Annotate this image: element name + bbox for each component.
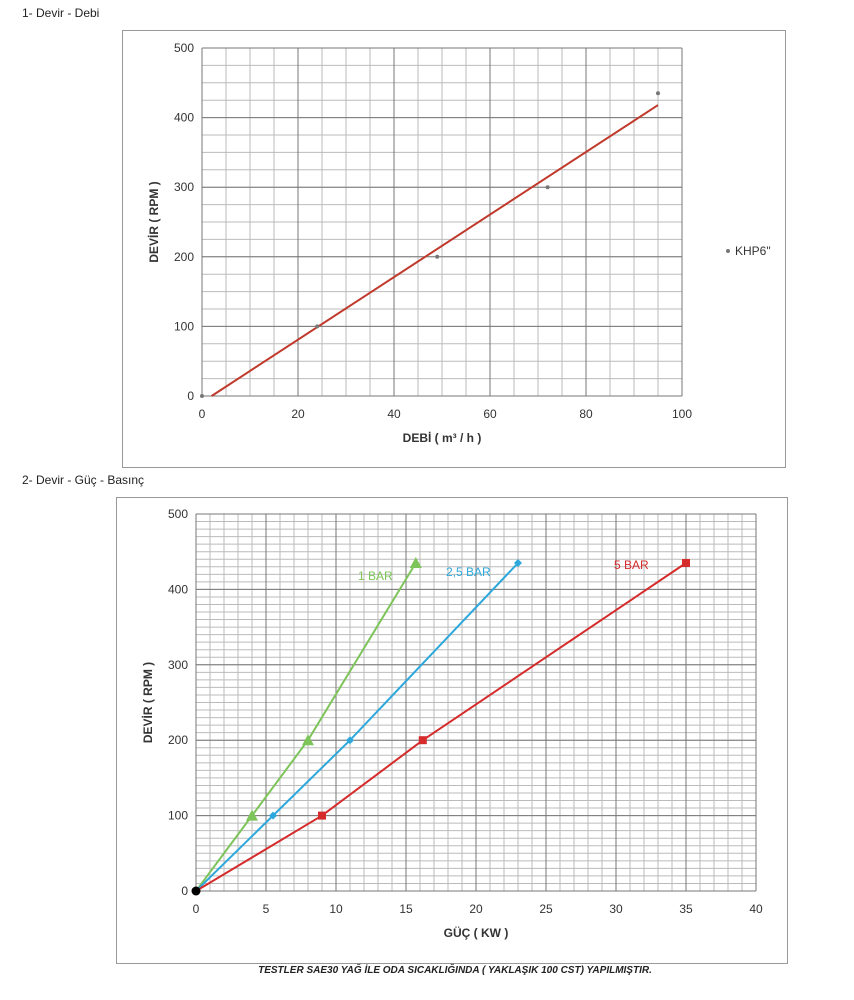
origin-point	[191, 886, 201, 896]
x-tick-label: 35	[679, 902, 693, 916]
x-tick-label: 60	[483, 407, 497, 421]
x-tick-label: 80	[579, 407, 593, 421]
data-point-square	[318, 811, 326, 820]
y-tick-label: 400	[174, 111, 194, 125]
series-label: 2,5 BAR	[446, 565, 491, 579]
y-tick-label: 500	[168, 507, 188, 521]
trendline	[211, 104, 659, 397]
series-line	[195, 562, 687, 892]
x-tick-label: 100	[672, 407, 692, 421]
y-tick-label: 100	[168, 809, 188, 823]
series-line	[195, 562, 417, 892]
y-tick-label: 0	[187, 389, 194, 403]
x-tick-label: 10	[329, 902, 343, 916]
data-point-triangle	[246, 809, 258, 821]
y-tick-label: 200	[174, 250, 194, 264]
data-point	[315, 324, 320, 329]
y-tick-label: 300	[174, 180, 194, 194]
data-point-square	[682, 559, 690, 568]
y-tick-label: 400	[168, 582, 188, 596]
chart1-frame	[122, 30, 786, 468]
x-tick-label: 25	[539, 902, 553, 916]
x-axis-label: GÜÇ ( KW )	[444, 925, 509, 940]
y-tick-label: 0	[181, 884, 188, 898]
x-tick-label: 5	[263, 902, 270, 916]
legend-marker	[726, 249, 730, 253]
x-tick-label: 30	[609, 902, 623, 916]
y-tick-label: 300	[168, 658, 188, 672]
data-point-triangle	[409, 557, 422, 569]
x-tick-label: 0	[193, 902, 200, 916]
x-tick-label: 15	[399, 902, 413, 916]
data-point-square	[418, 736, 427, 745]
series-label: 1 BAR	[358, 569, 393, 583]
section2-title: 2- Devir - Güç - Basınç	[22, 473, 145, 487]
x-tick-label: 40	[749, 902, 763, 916]
data-point-diamond	[269, 811, 277, 820]
y-axis-label: DEVİR ( RPM )	[140, 662, 155, 743]
data-point	[656, 91, 660, 96]
x-tick-label: 20	[291, 407, 305, 421]
data-point	[200, 394, 204, 398]
series-label: 5 BAR	[614, 558, 649, 572]
x-tick-label: 20	[469, 902, 483, 916]
legend-label: KHP6"	[735, 244, 771, 258]
data-point	[545, 185, 550, 190]
y-tick-label: 200	[168, 733, 188, 747]
y-axis-label: DEVİR ( RPM )	[146, 181, 161, 262]
y-tick-label: 100	[174, 319, 194, 333]
chart2-frame	[116, 497, 788, 964]
section1-title: 1- Devir - Debi	[22, 6, 100, 20]
x-axis-label: DEBİ ( m³ / h )	[403, 430, 482, 445]
series-line	[195, 562, 519, 892]
data-point-triangle	[302, 734, 314, 746]
y-tick-label: 500	[174, 41, 194, 55]
data-point	[435, 254, 440, 259]
caption: TESTLER SAE30 YAĞ İLE ODA SICAKLIĞINDA (…	[258, 965, 652, 976]
x-tick-label: 40	[387, 407, 401, 421]
data-point-diamond	[346, 736, 354, 745]
data-point-diamond	[514, 559, 522, 568]
x-tick-label: 0	[199, 407, 206, 421]
